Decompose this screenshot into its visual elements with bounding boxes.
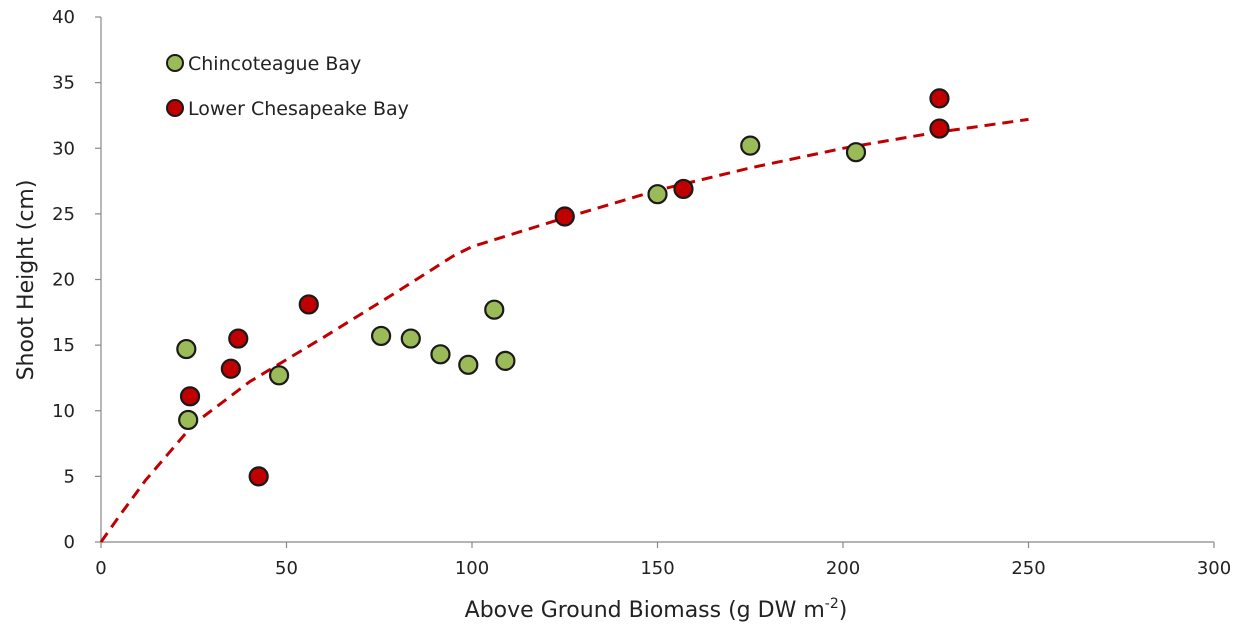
x-tick-label: 50 bbox=[275, 558, 298, 579]
legend-item-chincoteague: Chincoteague Bay bbox=[166, 53, 361, 75]
y-tick-label: 20 bbox=[52, 270, 75, 291]
data-point-lower-chesapeake bbox=[220, 358, 241, 379]
y-tick-label: 40 bbox=[52, 7, 75, 28]
data-point-chincoteague bbox=[458, 354, 479, 375]
y-axis-title: Shoot Height (cm) bbox=[14, 180, 39, 381]
legend-marker-chincoteague bbox=[166, 54, 184, 72]
trendline-group bbox=[99, 117, 1029, 543]
x-tick-labels: 0 50 100 150 200 250 300 bbox=[95, 558, 1231, 579]
data-point-lower-chesapeake bbox=[228, 328, 249, 349]
data-point-chincoteague bbox=[178, 409, 199, 431]
data-point-chincoteague bbox=[740, 135, 761, 156]
y-tick-label: 5 bbox=[64, 466, 75, 487]
legend-item-lower-chesapeake: Lower Chesapeake Bay bbox=[166, 98, 409, 120]
data-point-lower-chesapeake bbox=[673, 178, 694, 200]
data-point-chincoteague bbox=[176, 338, 197, 360]
x-tick-label: 250 bbox=[1011, 558, 1045, 579]
data-point-chincoteague bbox=[371, 325, 392, 347]
data-point-chincoteague bbox=[845, 142, 867, 163]
data-point-lower-chesapeake bbox=[929, 88, 950, 109]
y-tick-label: 0 bbox=[64, 532, 75, 553]
y-tick-label: 10 bbox=[52, 401, 75, 422]
x-axis-title-main: Above Ground Biomass (g DW m bbox=[465, 598, 825, 623]
data-point-lower-chesapeake bbox=[929, 118, 950, 139]
x-axis-title-suffix: ) bbox=[839, 598, 848, 623]
data-point-chincoteague bbox=[484, 299, 505, 320]
axes bbox=[95, 16, 1215, 548]
x-axis-title-superscript: -2 bbox=[825, 596, 839, 612]
data-point-lower-chesapeake bbox=[298, 294, 319, 315]
x-tick-label: 0 bbox=[95, 558, 106, 579]
y-tick-label: 30 bbox=[52, 138, 75, 159]
legend-marker-lower-chesapeake bbox=[166, 99, 184, 117]
legend-label-lower-chesapeake: Lower Chesapeake Bay bbox=[188, 98, 409, 120]
data-point-lower-chesapeake bbox=[554, 206, 575, 227]
trendline bbox=[99, 117, 1029, 543]
legend-label-chincoteague: Chincoteague Bay bbox=[188, 53, 361, 75]
x-tick-label: 150 bbox=[640, 558, 674, 579]
data-point-chincoteague bbox=[430, 344, 451, 365]
x-axis-title: Above Ground Biomass (g DW m-2) bbox=[465, 596, 848, 623]
y-tick-label: 15 bbox=[52, 335, 75, 356]
data-point-lower-chesapeake bbox=[248, 466, 269, 487]
data-point-chincoteague bbox=[400, 328, 421, 349]
x-tick-label: 200 bbox=[826, 558, 860, 579]
data-point-chincoteague bbox=[268, 365, 290, 386]
x-tick-label: 100 bbox=[455, 558, 489, 579]
x-tick-label: 300 bbox=[1197, 558, 1231, 579]
data-point-chincoteague bbox=[495, 350, 516, 371]
data-point-lower-chesapeake bbox=[179, 386, 201, 407]
y-tick-label: 25 bbox=[52, 204, 75, 225]
y-tick-labels: 0 5 10 15 20 25 30 35 40 bbox=[52, 7, 75, 553]
scatter-points bbox=[176, 88, 950, 487]
y-tick-label: 35 bbox=[52, 73, 75, 94]
data-point-chincoteague bbox=[647, 184, 668, 205]
legend: Chincoteague Bay Lower Chesapeake Bay bbox=[166, 53, 409, 120]
